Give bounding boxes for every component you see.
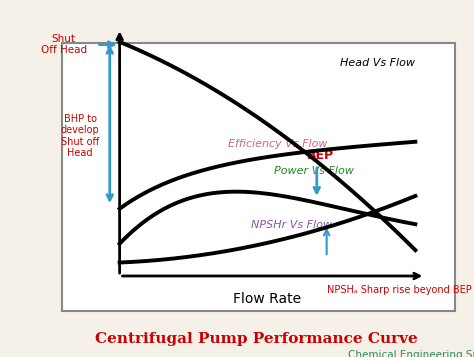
Text: Head Vs Flow: Head Vs Flow — [340, 59, 415, 69]
Text: Chemical Engineering Site: Chemical Engineering Site — [348, 350, 474, 357]
Text: Flow Rate: Flow Rate — [233, 292, 301, 306]
Text: Power Vs Flow: Power Vs Flow — [274, 166, 354, 176]
Text: BEP: BEP — [307, 149, 334, 162]
Text: Shut
Off Head: Shut Off Head — [41, 34, 87, 55]
Text: BHP to
develop
Shut off
Head: BHP to develop Shut off Head — [61, 114, 100, 159]
Text: NPSHr Vs Flow: NPSHr Vs Flow — [251, 220, 332, 230]
Text: Centrifugal Pump Performance Curve: Centrifugal Pump Performance Curve — [95, 332, 417, 346]
Text: NPSHₐ Sharp rise beyond BEP: NPSHₐ Sharp rise beyond BEP — [327, 285, 472, 295]
Text: Efficiency Vs Flow: Efficiency Vs Flow — [228, 139, 328, 149]
